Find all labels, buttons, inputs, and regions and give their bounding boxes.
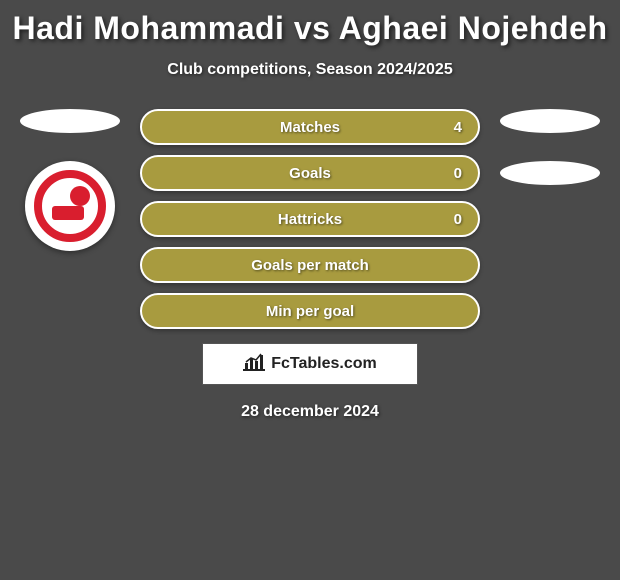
stat-row-matches: Matches 4	[140, 109, 480, 145]
page-title: Hadi Mohammadi vs Aghaei Nojehdeh	[0, 0, 620, 47]
stats-column: Matches 4 Goals 0 Hattricks 0 Goals per …	[140, 109, 480, 421]
stat-label: Matches	[280, 119, 340, 136]
stat-row-min-per-goal: Min per goal	[140, 293, 480, 329]
stat-row-hattricks: Hattricks 0	[140, 201, 480, 237]
date-text: 28 december 2024	[140, 403, 480, 421]
club-logo-left	[25, 161, 115, 251]
player-flag-right-1	[500, 109, 600, 133]
page-subtitle: Club competitions, Season 2024/2025	[0, 61, 620, 79]
left-player-column	[10, 109, 130, 251]
comparison-content: Matches 4 Goals 0 Hattricks 0 Goals per …	[0, 109, 620, 421]
player-flag-left	[20, 109, 120, 133]
stat-value: 0	[454, 211, 462, 228]
right-player-column	[490, 109, 610, 213]
tractor-club-icon	[34, 170, 106, 242]
stat-row-goals: Goals 0	[140, 155, 480, 191]
chart-icon	[243, 353, 265, 376]
stat-value: 4	[454, 119, 462, 136]
stat-value: 0	[454, 165, 462, 182]
stat-label: Hattricks	[278, 211, 342, 228]
stat-row-goals-per-match: Goals per match	[140, 247, 480, 283]
stat-label: Min per goal	[266, 303, 354, 320]
brand-text: FcTables.com	[271, 355, 377, 373]
brand-box[interactable]: FcTables.com	[202, 343, 418, 385]
stat-label: Goals	[289, 165, 331, 182]
stat-label: Goals per match	[251, 257, 369, 274]
player-flag-right-2	[500, 161, 600, 185]
